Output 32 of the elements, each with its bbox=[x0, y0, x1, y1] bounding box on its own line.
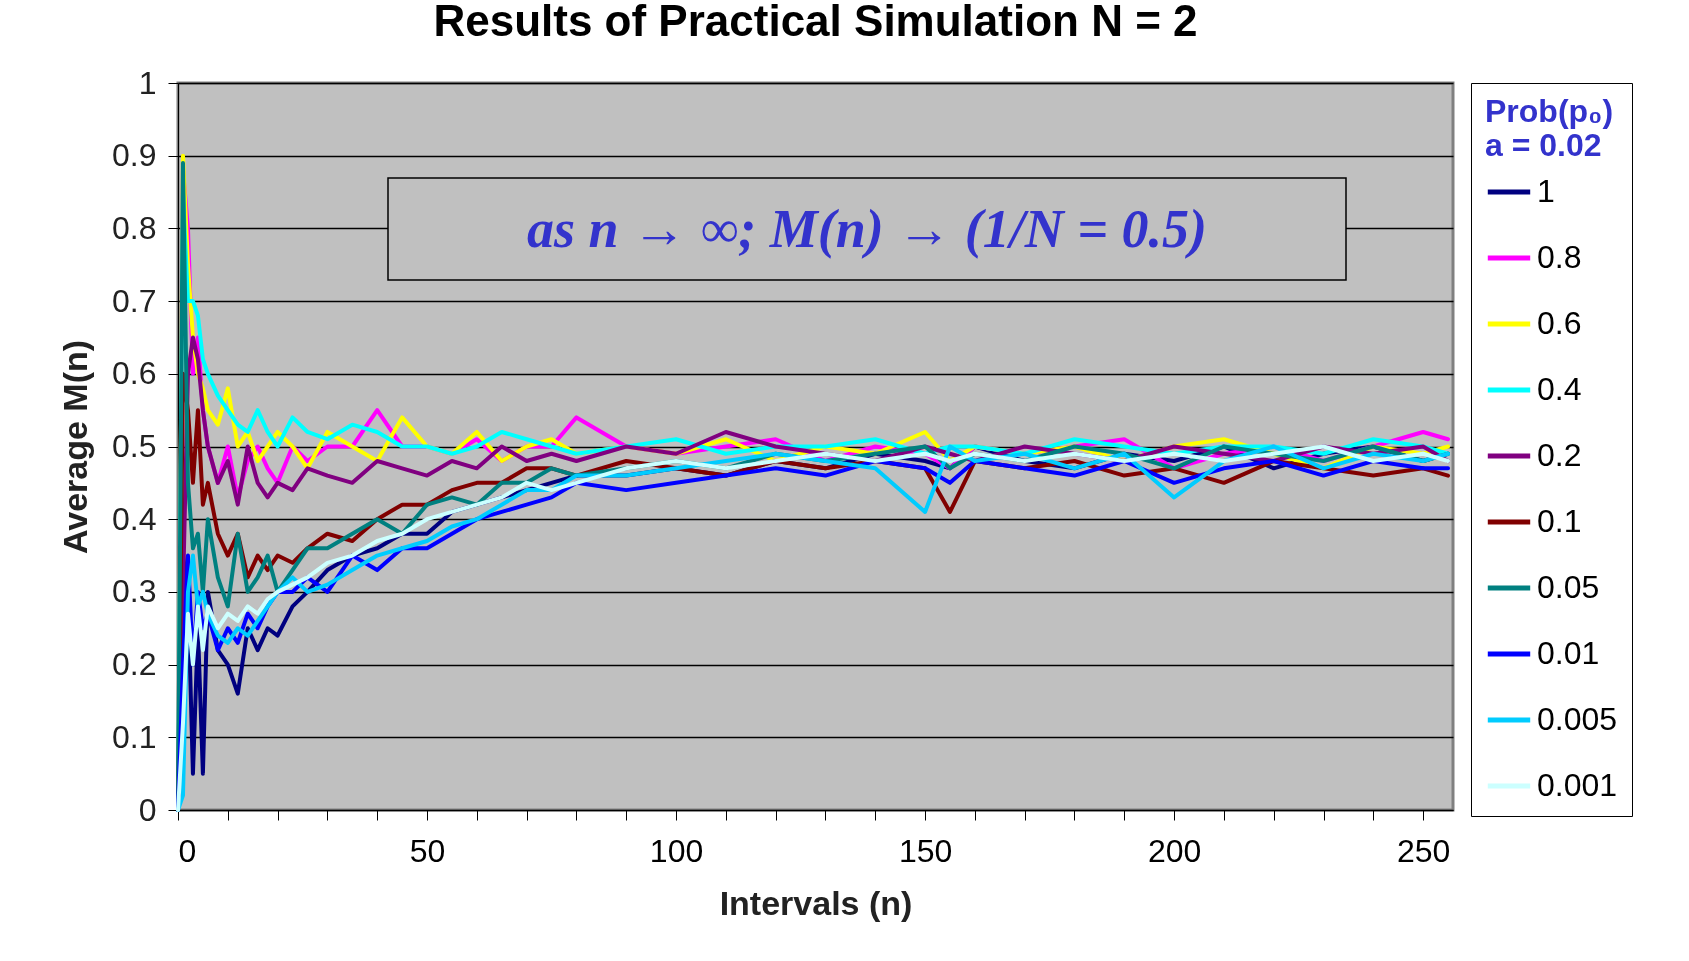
y-tick-label: 0.4 bbox=[112, 500, 157, 537]
legend-label: 0.2 bbox=[1537, 437, 1582, 473]
y-tick-label: 0 bbox=[138, 791, 157, 828]
legend-label: 0.01 bbox=[1537, 635, 1600, 671]
y-tick-label: 1 bbox=[138, 64, 157, 101]
x-tick-label: 250 bbox=[1396, 832, 1451, 869]
x-tick-label: 200 bbox=[1147, 832, 1202, 869]
y-tick-label: 0.8 bbox=[112, 209, 157, 246]
x-tick-label: 50 bbox=[409, 832, 446, 869]
y-tick-label: 0.5 bbox=[112, 428, 157, 464]
x-tick-label: 0 bbox=[178, 832, 197, 869]
y-axis-title: Average M(n) bbox=[56, 339, 95, 555]
y-tick-label: 0.6 bbox=[112, 355, 157, 392]
legend-label: 0.6 bbox=[1537, 305, 1582, 341]
chart-title: Results of Practical Simulation N = 2 bbox=[433, 0, 1198, 45]
y-tick-label: 0.1 bbox=[112, 718, 157, 755]
legend-label: 0.4 bbox=[1537, 371, 1582, 407]
legend-label: 0.005 bbox=[1537, 701, 1618, 737]
x-tick-label: 100 bbox=[649, 832, 704, 869]
y-tick-label: 0.9 bbox=[112, 137, 157, 174]
y-tick-label: 0.7 bbox=[112, 282, 157, 319]
y-tick-label: 0.2 bbox=[112, 646, 157, 683]
x-tick-label: 150 bbox=[898, 832, 953, 869]
y-tick-label: 0.3 bbox=[112, 573, 157, 610]
annotation: as n → ∞; M(n) → (1/N = 0.5) bbox=[527, 199, 1207, 259]
legend-label: 0.1 bbox=[1537, 503, 1582, 539]
x-axis-title: Intervals (n) bbox=[719, 883, 913, 922]
legend-title: Prob(p₀) a = 0.02 bbox=[1485, 93, 1614, 163]
legend-label: 0.001 bbox=[1537, 767, 1618, 803]
legend-label: 0.8 bbox=[1537, 239, 1582, 275]
legend-label: 0.05 bbox=[1537, 569, 1600, 605]
legend-label: 1 bbox=[1537, 173, 1555, 209]
